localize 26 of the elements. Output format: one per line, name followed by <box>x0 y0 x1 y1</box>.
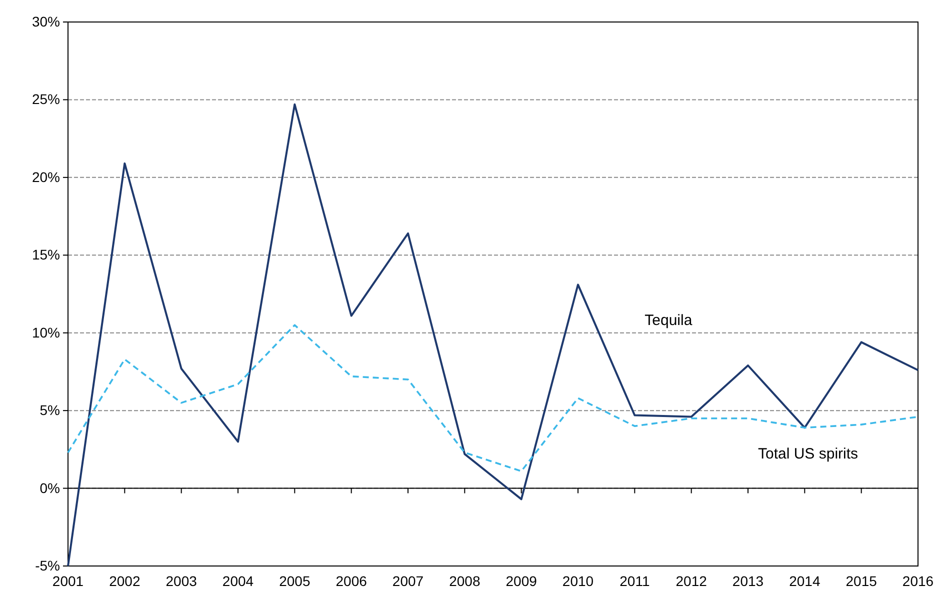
x-tick-label: 2003 <box>166 572 198 589</box>
x-tick-label: 2001 <box>52 572 84 589</box>
x-tick-label: 2008 <box>449 572 480 589</box>
series-label: Total US spirits <box>758 445 858 462</box>
x-tick-label: 2015 <box>846 572 878 589</box>
x-tick-label: 2005 <box>279 572 310 589</box>
y-tick-label: 0% <box>40 480 60 496</box>
y-tick-label: 10% <box>32 324 60 340</box>
x-tick-label: 2013 <box>732 572 764 589</box>
x-tick-label: 2004 <box>222 572 254 589</box>
x-tick-label: 2002 <box>109 572 140 589</box>
x-tick-label: 2009 <box>506 572 538 589</box>
x-tick-label: 2007 <box>392 572 424 589</box>
y-tick-label: 30% <box>32 13 60 30</box>
x-tick-label: 2011 <box>620 572 650 589</box>
text: Tequila <box>644 312 693 330</box>
y-tick-label: 25% <box>32 91 60 108</box>
y-tick-label: -5% <box>35 557 60 574</box>
y-tick-label: 5% <box>40 402 60 418</box>
x-tick-label: 2014 <box>789 572 820 589</box>
y-tick-label: 20% <box>32 168 60 185</box>
x-tick-label: 2006 <box>336 572 368 589</box>
x-tick-label: 2016 <box>902 572 934 589</box>
x-tick-label: 2012 <box>676 572 708 589</box>
y-tick-label: 15% <box>32 246 60 263</box>
x-tick-label: 2010 <box>562 572 594 589</box>
